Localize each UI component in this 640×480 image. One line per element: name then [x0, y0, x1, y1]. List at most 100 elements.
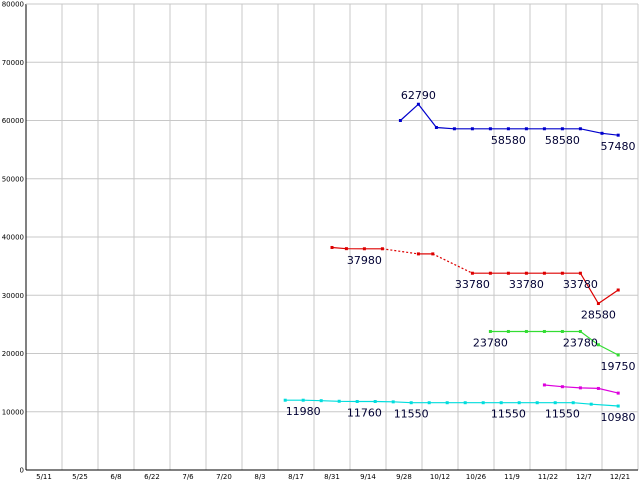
y-tick-label: 30000: [2, 292, 24, 300]
data-point: [578, 127, 582, 131]
data-point: [301, 398, 305, 402]
data-point: [571, 401, 575, 405]
series-4: [283, 398, 620, 408]
data-point: [578, 271, 582, 275]
data-point: [535, 401, 539, 405]
data-point: [470, 127, 474, 131]
data-label: 23780: [563, 336, 598, 349]
series-1: [330, 245, 620, 306]
data-point: [488, 329, 492, 333]
data-point: [596, 386, 600, 390]
data-label: 11760: [347, 406, 382, 419]
data-point: [524, 127, 528, 131]
x-tick-label: 6/8: [110, 473, 121, 480]
y-tick-label: 80000: [2, 1, 24, 9]
series-line-segment: [382, 248, 419, 255]
data-point: [506, 329, 510, 333]
data-label: 10980: [601, 411, 636, 424]
data-point: [560, 127, 564, 131]
x-tick-label: 9/28: [396, 473, 412, 480]
data-point: [596, 302, 600, 306]
data-point: [506, 271, 510, 275]
data-point: [344, 247, 348, 251]
data-point: [553, 401, 557, 405]
series-line-segment: [399, 103, 619, 136]
data-label: 23780: [473, 336, 508, 349]
data-point: [616, 404, 620, 408]
x-tick-label: 8/3: [254, 473, 265, 480]
data-point: [578, 329, 582, 333]
x-tick-label: 7/6: [182, 473, 194, 480]
data-point: [616, 133, 620, 137]
grid-lines: [26, 3, 639, 470]
data-point: [319, 399, 323, 403]
x-tick-label: 11/9: [504, 473, 520, 480]
y-tick-label: 20000: [2, 350, 24, 358]
data-point: [373, 399, 377, 403]
data-point: [560, 385, 564, 389]
data-point: [542, 127, 546, 131]
data-point: [398, 119, 402, 122]
series-line-segment: [285, 399, 619, 407]
data-point: [488, 127, 492, 131]
series-2: [488, 329, 620, 357]
y-tick-label: 0: [20, 467, 24, 475]
data-point: [452, 127, 456, 131]
data-point: [616, 391, 620, 395]
data-label: 28580: [581, 309, 616, 322]
data-label: 58580: [491, 134, 526, 147]
data-point: [524, 271, 528, 275]
data-point: [380, 247, 384, 251]
data-label: 11550: [545, 408, 580, 421]
data-label: 33780: [455, 278, 490, 291]
data-point: [517, 401, 521, 405]
y-axis-ticks: 0 10000 20000 30000 40000 50000 60000 70000 8000…: [2, 1, 24, 475]
x-tick-label: 5/11: [36, 473, 52, 480]
y-tick-label: 60000: [2, 117, 24, 125]
data-point: [560, 329, 564, 333]
data-label: 11550: [491, 408, 526, 421]
data-point: [434, 125, 438, 129]
data-point: [596, 343, 600, 347]
data-point: [506, 127, 510, 131]
data-label: 33780: [563, 278, 598, 291]
y-tick-label: 10000: [2, 408, 24, 416]
data-point: [337, 399, 341, 403]
data-label: 19750: [601, 360, 636, 373]
data-point: [600, 131, 604, 135]
data-point: [355, 399, 359, 403]
x-tick-label: 10/26: [466, 473, 487, 480]
data-point: [391, 400, 395, 404]
data-point: [560, 271, 564, 275]
data-point: [283, 398, 287, 402]
x-tick-label: 10/12: [430, 473, 450, 480]
series-lines: [283, 102, 620, 408]
data-label: 37980: [347, 254, 382, 267]
data-point: [330, 245, 334, 249]
data-point: [616, 288, 620, 292]
data-point: [488, 271, 492, 275]
data-label: 58580: [545, 134, 580, 147]
y-tick-label: 70000: [2, 59, 24, 67]
data-point: [542, 271, 546, 275]
data-point: [416, 252, 420, 256]
x-axis-ticks: 5/11 5/25 6/8 6/22 7/6 7/20 8/3 8/17 8/31 9/14 9/2…: [36, 473, 630, 480]
x-tick-label: 7/20: [216, 473, 232, 480]
x-tick-label: 9/14: [360, 473, 376, 480]
series-line-segment: [490, 330, 619, 356]
data-point: [542, 329, 546, 333]
x-tick-label: 6/22: [144, 473, 160, 480]
x-tick-label: 8/17: [288, 473, 304, 480]
series-0: [398, 102, 620, 137]
axes: [25, 3, 638, 471]
data-point: [431, 252, 435, 256]
data-point: [470, 271, 474, 275]
data-label: 11980: [286, 405, 321, 418]
data-point: [616, 353, 620, 357]
x-tick-label: 8/31: [324, 473, 340, 480]
series-3: [542, 383, 620, 395]
data-label: 57480: [601, 140, 636, 153]
data-point: [463, 401, 467, 405]
data-label: 62790: [401, 89, 436, 102]
